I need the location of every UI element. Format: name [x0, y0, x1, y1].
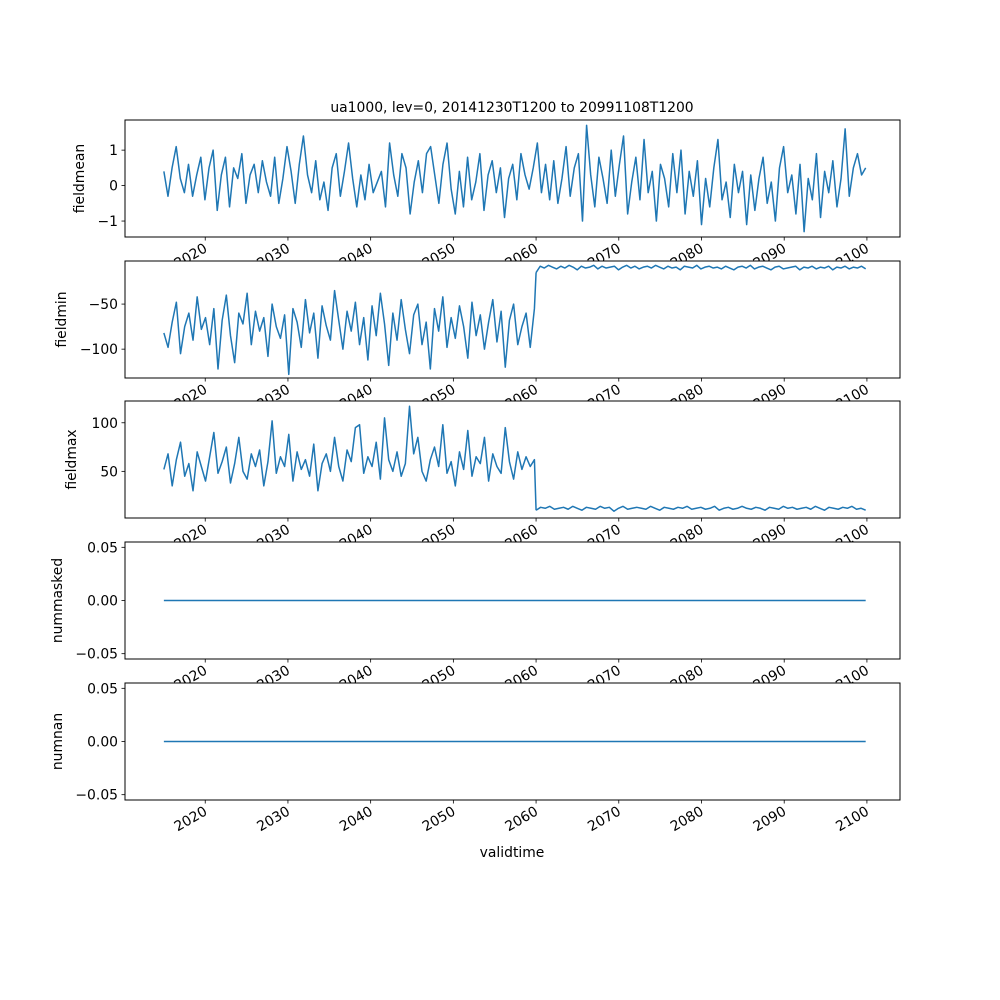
y-tick-label: 0.05	[87, 540, 118, 556]
y-tick-label: 50	[100, 464, 118, 480]
axes-background	[125, 401, 900, 518]
y-axis-label: fieldmean	[72, 144, 88, 213]
y-axis-label: fieldmax	[64, 429, 80, 489]
y-tick-label: −0.05	[75, 647, 118, 663]
series-line-fieldmax	[163, 405, 537, 511]
series-line-fieldmin	[535, 264, 867, 273]
y-tick-label: 1	[109, 143, 118, 159]
y-tick-label: −0.05	[75, 788, 118, 804]
axes-frame	[124, 260, 901, 379]
series-line-fieldmax	[535, 505, 866, 512]
y-axis-label: fieldmin	[54, 291, 70, 347]
y-axis-label: nummasked	[50, 558, 66, 643]
y-tick-label: 0.05	[87, 681, 118, 697]
y-tick-label: 0	[109, 179, 118, 195]
axes-frame	[124, 119, 901, 238]
y-tick-label: −1	[98, 214, 118, 230]
y-tick-label: −100	[80, 342, 118, 358]
y-axis-label: numnan	[50, 713, 66, 770]
series-line-fieldmin	[163, 272, 537, 376]
x-axis-label: validtime	[480, 845, 545, 861]
axes-background	[125, 120, 900, 237]
y-tick-label: 0.00	[87, 594, 118, 610]
y-tick-label: 100	[91, 416, 118, 432]
series-line-fieldmean	[163, 124, 867, 233]
y-tick-label: 0.00	[87, 735, 118, 751]
chart-title: ua1000, lev=0, 20141230T1200 to 20991108…	[330, 100, 693, 116]
axes-frame	[124, 400, 901, 519]
y-tick-label: −50	[89, 297, 118, 313]
